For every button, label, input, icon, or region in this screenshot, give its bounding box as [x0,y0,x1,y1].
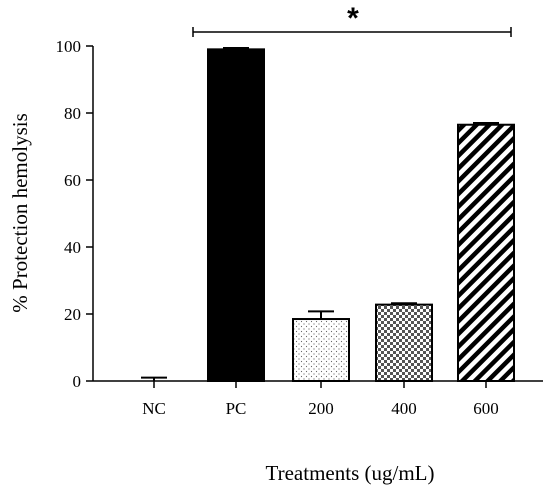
bar-600 [457,123,515,382]
y-tick-label: 60 [64,171,81,190]
significance-bracket: * [192,2,512,37]
y-tick-label: 40 [64,238,81,257]
x-tick-label: 400 [391,399,417,418]
y-axis-title: % Protection hemolysis [8,113,32,312]
x-tick-label: PC [226,399,247,418]
bar-200 [292,318,350,382]
y-tick-label: 80 [64,104,81,123]
y-tick-label: 20 [64,305,81,324]
x-ticks: NC PC 200 400 600 [142,381,499,418]
y-tick-label: 100 [56,37,82,56]
y-ticks: 0 20 40 60 80 100 [56,37,93,391]
x-tick-label: NC [142,399,166,418]
significance-star: * [347,2,359,35]
bar-pc [207,48,265,382]
x-tick-label: 600 [473,399,499,418]
x-tick-label: 200 [308,399,334,418]
bar-400 [375,303,433,382]
x-axis-title: Treatments (ug/mL) [266,461,435,485]
y-tick-label: 0 [73,372,82,391]
bars [141,47,515,382]
